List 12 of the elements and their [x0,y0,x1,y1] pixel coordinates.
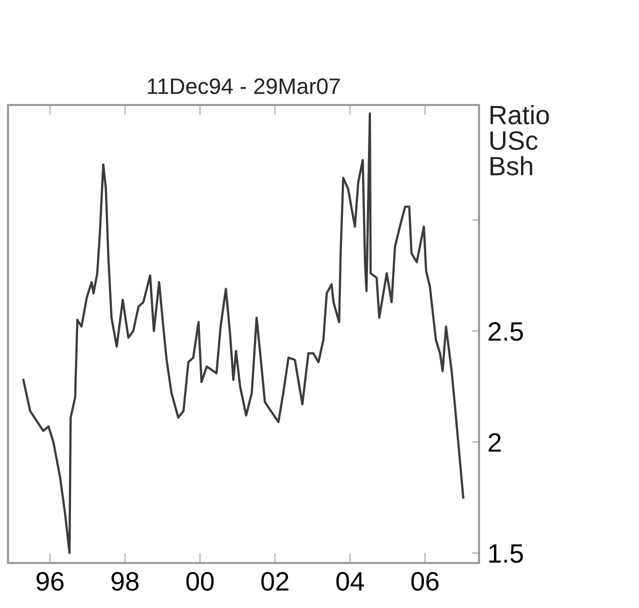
x-tick-label: 04 [336,572,364,591]
y-tick-label: 2 [488,433,501,452]
chart-title: 11Dec94 - 29Mar07 [148,78,340,94]
x-tick-label: 00 [186,572,214,591]
y-tick-label: 2.5 [488,322,523,341]
line-series [22,112,464,554]
x-tick-label: 06 [411,572,439,591]
x-tick-label: 96 [36,572,64,591]
x-tick-label: 98 [112,572,139,591]
y-axis-title: Ratio USc Bsh [490,105,549,176]
x-tick-label: 02 [261,572,288,591]
y-tick-label: 1.5 [489,544,523,563]
